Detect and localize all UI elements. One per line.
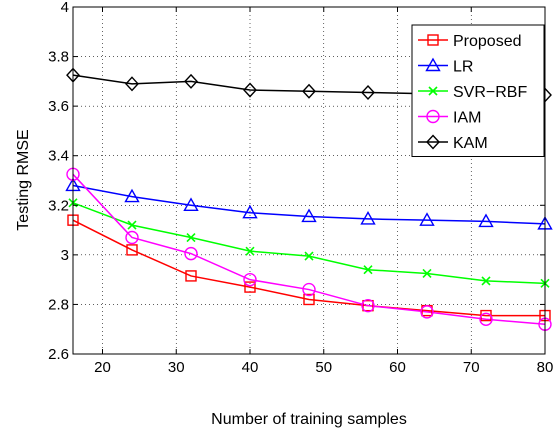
data-point-svr-rbf	[422, 268, 432, 279]
legend-marker-proposed	[427, 34, 439, 46]
data-point-lr	[183, 197, 199, 211]
data-point-proposed	[362, 299, 374, 312]
x-axis-ticks: 20 30 40 50 60 70 80	[94, 7, 553, 376]
data-point-svr-rbf	[245, 246, 255, 256]
data-point-iam	[361, 298, 375, 313]
y-axis-label: Testing RMSE	[15, 129, 32, 230]
data-point-kam	[361, 84, 375, 101]
plot-frame	[72, 6, 546, 355]
data-point-kam	[125, 76, 139, 92]
data-point-iam	[420, 305, 434, 319]
series-line-lr	[72, 184, 546, 225]
data-point-lr	[301, 208, 317, 223]
y-tick-label: 4	[61, 0, 69, 16]
data-point-proposed	[244, 281, 256, 293]
data-point-svr-rbf	[481, 276, 491, 286]
y-tick-label: 3	[61, 247, 69, 264]
data-point-lr	[419, 212, 435, 226]
data-point-svr-rbf	[304, 251, 314, 261]
data-point-kam	[243, 82, 257, 98]
legend-label-kam: KAM	[453, 135, 488, 152]
x-axis-label: Number of training samples	[211, 411, 407, 428]
data-point-iam	[243, 272, 257, 287]
y-tick-label: 2.8	[48, 296, 69, 313]
data-point-lr	[360, 210, 376, 225]
x-tick-label: 80	[537, 359, 554, 376]
data-point-kam	[302, 83, 316, 99]
x-tick-label: 70	[463, 359, 480, 376]
data-point-iam	[184, 246, 198, 261]
legend: Proposed LR SVR−RBF IAM KAM	[411, 24, 545, 157]
x-tick-label: 30	[168, 359, 185, 376]
data-point-proposed	[303, 293, 315, 306]
legend-marker-iam	[426, 109, 440, 124]
legend-label-proposed: Proposed	[453, 33, 522, 50]
data-point-kam	[184, 73, 198, 89]
legend-marker-lr	[425, 57, 441, 72]
legend-label-svr-rbf: SVR−RBF	[453, 84, 527, 101]
data-point-svr-rbf	[186, 232, 196, 243]
x-tick-label: 60	[389, 359, 406, 376]
y-tick-label: 3.2	[48, 197, 69, 214]
data-point-iam	[125, 230, 139, 245]
series-line-proposed	[72, 219, 545, 317]
legend-label-iam: IAM	[453, 110, 481, 127]
data-point-lr	[478, 213, 494, 228]
data-point-svr-rbf	[363, 265, 373, 275]
series-line-iam	[72, 173, 546, 326]
series-lines	[72, 74, 546, 326]
legend-marker-svr-rbf	[428, 86, 438, 96]
y-tick-label: 2.6	[48, 346, 69, 363]
data-point-svr-rbf	[127, 220, 137, 230]
data-point-iam	[302, 282, 316, 297]
y-tick-label: 3.6	[48, 98, 69, 115]
y-tick-label: 3.4	[48, 148, 69, 165]
x-tick-label: 20	[94, 359, 111, 376]
y-tick-label: 3.8	[48, 49, 69, 66]
legend-marker-kam	[426, 134, 440, 150]
x-tick-label: 40	[242, 359, 259, 376]
data-point-lr	[124, 188, 140, 203]
data-point-proposed	[126, 244, 138, 256]
data-point-iam	[479, 312, 493, 326]
legend-label-lr: LR	[453, 59, 473, 76]
x-tick-label: 50	[315, 359, 332, 376]
data-point-lr	[242, 204, 258, 219]
data-point-proposed	[185, 270, 197, 282]
